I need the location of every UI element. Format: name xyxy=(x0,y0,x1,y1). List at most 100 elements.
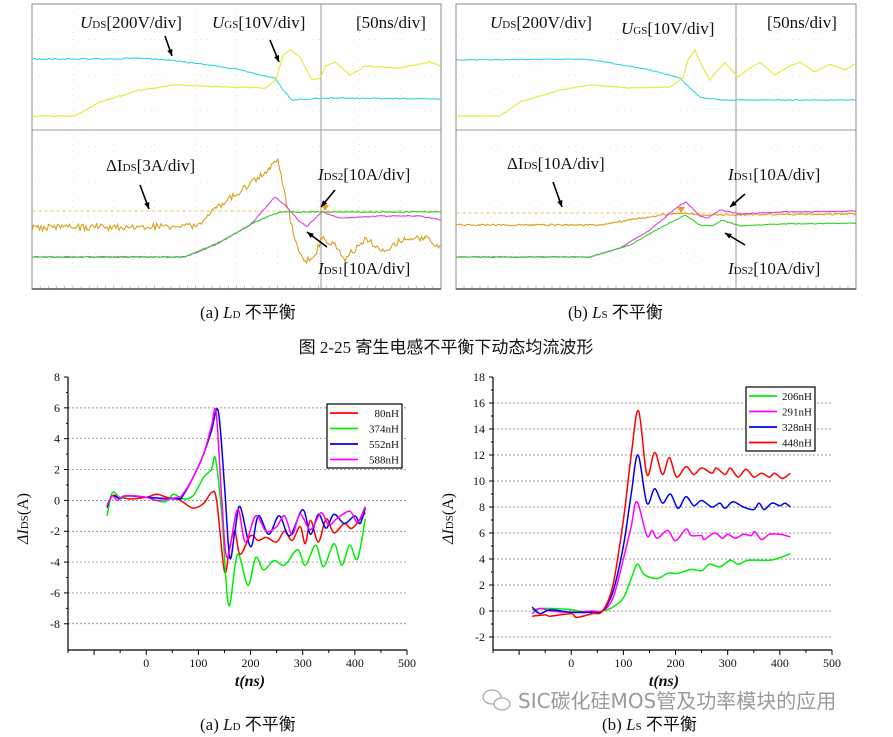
legend-label: 374nH xyxy=(369,424,399,436)
arrow-head-icon xyxy=(167,49,173,56)
ids-upper-label: IDS2[10A/div] xyxy=(317,165,410,184)
legend-box xyxy=(745,386,816,452)
timebase-label: [50ns/div] xyxy=(356,13,426,32)
x-tick-label: 300 xyxy=(719,656,737,670)
y-tick-label: -8 xyxy=(50,617,60,631)
scope-b-caption: (b) LS 不平衡 xyxy=(568,303,663,322)
y-tick-label: 6 xyxy=(479,526,485,540)
y-axis-label-rest: (A) xyxy=(440,493,457,515)
ids2-trace xyxy=(31,210,442,259)
legend-label: 588nH xyxy=(369,455,399,467)
y-tick-label: 12 xyxy=(473,448,485,462)
legend-label: 328nH xyxy=(782,422,812,434)
x-tick-label: 0 xyxy=(143,656,149,670)
y-tick-label: 0 xyxy=(54,493,60,507)
dids-trace xyxy=(31,157,442,265)
y-tick-label: 10 xyxy=(473,474,485,488)
y-tick-label: 8 xyxy=(479,500,485,514)
y-tick-label: 2 xyxy=(54,463,60,477)
y-axis-label: ΔIDS(A) xyxy=(440,493,457,545)
arrow-head-icon xyxy=(144,202,150,209)
figure-caption: 图 2-25 寄生电感不平衡下动态均流波形 xyxy=(299,338,594,357)
y-tick-label: 2 xyxy=(479,578,485,592)
y-tick-label: -4 xyxy=(50,555,60,569)
x-tick-label: 400 xyxy=(771,656,789,670)
delta-ids-label: ΔIDS[3A/div] xyxy=(106,156,195,175)
y-tick-label: 8 xyxy=(54,370,60,384)
svg-text:SIC碳化硅MOS管及功率模块的应用: SIC碳化硅MOS管及功率模块的应用 xyxy=(518,689,836,713)
x-tick-label: 500 xyxy=(823,656,841,670)
trigger-marker-icon xyxy=(677,207,685,213)
y-axis-label-sub: DS xyxy=(19,515,31,529)
x-tick-label: 300 xyxy=(294,656,312,670)
scope-b-labels: UDS[200V/div] UGS[10V/div] [50ns/div] ΔI… xyxy=(490,13,837,278)
y-tick-label: 14 xyxy=(473,422,485,436)
x-tick-label: 500 xyxy=(398,656,416,670)
x-tick-label: 200 xyxy=(667,656,685,670)
ids2-trace xyxy=(456,214,857,258)
trigger-marker-icon xyxy=(321,205,329,211)
y-tick-label: 6 xyxy=(54,401,60,415)
y-axis-label-sym: ΔI xyxy=(440,529,457,545)
y-axis-label-sym: ΔI xyxy=(15,529,32,545)
timebase-label: [50ns/div] xyxy=(767,13,837,32)
arrow-head-icon xyxy=(321,200,328,207)
scope-frame xyxy=(31,3,442,290)
chart-ld-imbalance: -8 -6 -4 -2 0 2 4 6 8 0 100 200 300 400 500 ΔIDS(A) 80nH… xyxy=(15,370,416,670)
x-tick-label: 100 xyxy=(189,656,207,670)
arrow-head-icon xyxy=(725,233,732,239)
legend-label: 552nH xyxy=(369,439,399,451)
arrow-head-icon xyxy=(730,200,737,207)
y-tick-label: -2 xyxy=(475,630,485,644)
scope-panel-a xyxy=(31,3,442,290)
y-tick-label: 4 xyxy=(54,432,60,446)
uds-trace xyxy=(455,58,857,101)
dids-trace xyxy=(455,211,857,227)
arrow-head-icon xyxy=(307,232,314,239)
uds-trace xyxy=(31,57,442,101)
ids-lower-label: IDS1[10A/div] xyxy=(317,259,410,278)
arrow-head-icon xyxy=(557,200,563,207)
scope-a-caption: (a) LD 不平衡 xyxy=(200,303,296,322)
y-axis-label: ΔIDS(A) xyxy=(15,493,32,545)
ids1-trace xyxy=(455,201,857,259)
arrow-head-icon xyxy=(274,55,280,62)
ugs-trace xyxy=(31,48,442,118)
y-axis-label-rest: (A) xyxy=(15,493,32,515)
legend: 80nH 374nH 552nH 588nH xyxy=(326,403,403,469)
series-374nH xyxy=(106,455,367,607)
chart-a-caption: (a) LD 不平衡 xyxy=(200,715,296,734)
scope-a-labels: UDS[200V/div] UGS[10V/div] [50ns/div] ΔI… xyxy=(80,13,426,278)
watermark: SIC碳化硅MOS管及功率模块的应用 xyxy=(482,689,836,713)
series-588nH xyxy=(106,407,366,559)
y-tick-label: 4 xyxy=(479,552,485,566)
x-tick-label: 200 xyxy=(242,656,260,670)
ugs-label: UGS[10V/div] xyxy=(212,13,305,32)
ids-lower-label: IDS2[10A/div] xyxy=(727,259,820,278)
series-80nH xyxy=(106,490,366,574)
ugs-label: UGS[10V/div] xyxy=(621,19,714,38)
chart-ls-imbalance: -2 0 2 4 6 8 10 12 14 16 18 0 100 200 300 400 500 ΔIDS(A)… xyxy=(440,370,841,670)
series-206nH xyxy=(532,553,791,614)
ids-upper-label: IDS1[10A/div] xyxy=(727,165,820,184)
legend: 206nH 291nH 328nH 448nH xyxy=(745,386,816,452)
delta-ids-label: ΔIDS[10A/div] xyxy=(507,154,605,173)
legend-label: 80nH xyxy=(375,408,400,420)
scope-panel-b xyxy=(455,3,857,290)
y-tick-label: 18 xyxy=(473,370,485,384)
y-tick-label: -6 xyxy=(50,586,60,600)
scope-frame xyxy=(455,3,857,290)
series-448nH xyxy=(532,410,791,619)
ugs-trace xyxy=(455,48,857,117)
x-tick-label: 400 xyxy=(346,656,364,670)
legend-label: 206nH xyxy=(782,391,812,403)
legend-box xyxy=(326,403,403,469)
y-tick-label: 0 xyxy=(479,604,485,618)
x-tick-label: 100 xyxy=(614,656,632,670)
uds-label: UDS[200V/div] xyxy=(80,13,182,32)
x-tick-label: 0 xyxy=(568,656,574,670)
chart-b-xlabel: t(ns) xyxy=(649,673,679,690)
legend-label: 448nH xyxy=(782,438,812,450)
y-tick-label: -2 xyxy=(50,524,60,538)
